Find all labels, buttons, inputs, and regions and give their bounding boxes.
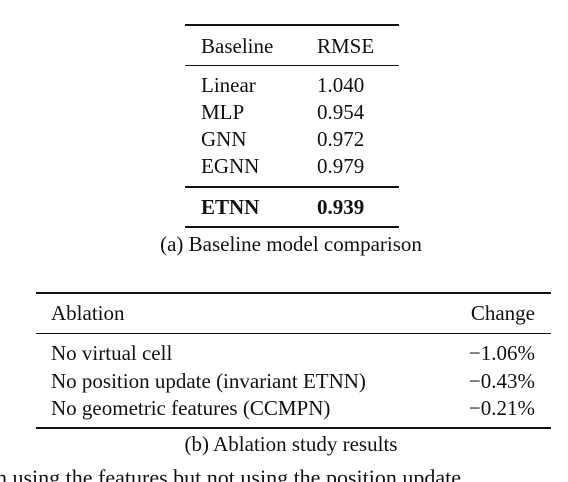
cell: MLP [201,100,245,124]
bottom-rule [185,226,399,228]
cell: 1.040 [317,73,365,97]
cell: ETNN [201,195,260,219]
body-text: n using the features but not using the p… [0,465,461,482]
cell: No position update (invariant ETNN) [51,369,366,393]
cell: −0.21% [468,396,535,420]
header-cell: Baseline [201,34,274,58]
cell: −0.43% [468,369,535,393]
caption: (a) Baseline model comparison [160,232,422,256]
mid-rule [185,65,399,66]
cell: −1.06% [468,341,535,365]
bottom-rule [36,427,551,429]
cell: 0.972 [317,127,365,151]
cell: Linear [201,73,256,97]
cell: 0.954 [317,100,365,124]
cell: 0.979 [317,154,365,178]
header-cell: RMSE [317,34,375,58]
mid-rule [185,186,399,188]
cell: 0.939 [317,195,365,219]
cell: No geometric features (CCMPN) [51,396,331,420]
cell: EGNN [201,154,260,178]
top-rule [36,292,551,294]
top-rule [185,24,399,26]
cell: No virtual cell [51,341,173,365]
header-cell: Ablation [51,301,125,325]
caption: (b) Ablation study results [184,432,398,456]
cell: GNN [201,127,247,151]
header-cell: Change [470,301,535,325]
mid-rule [36,333,551,334]
